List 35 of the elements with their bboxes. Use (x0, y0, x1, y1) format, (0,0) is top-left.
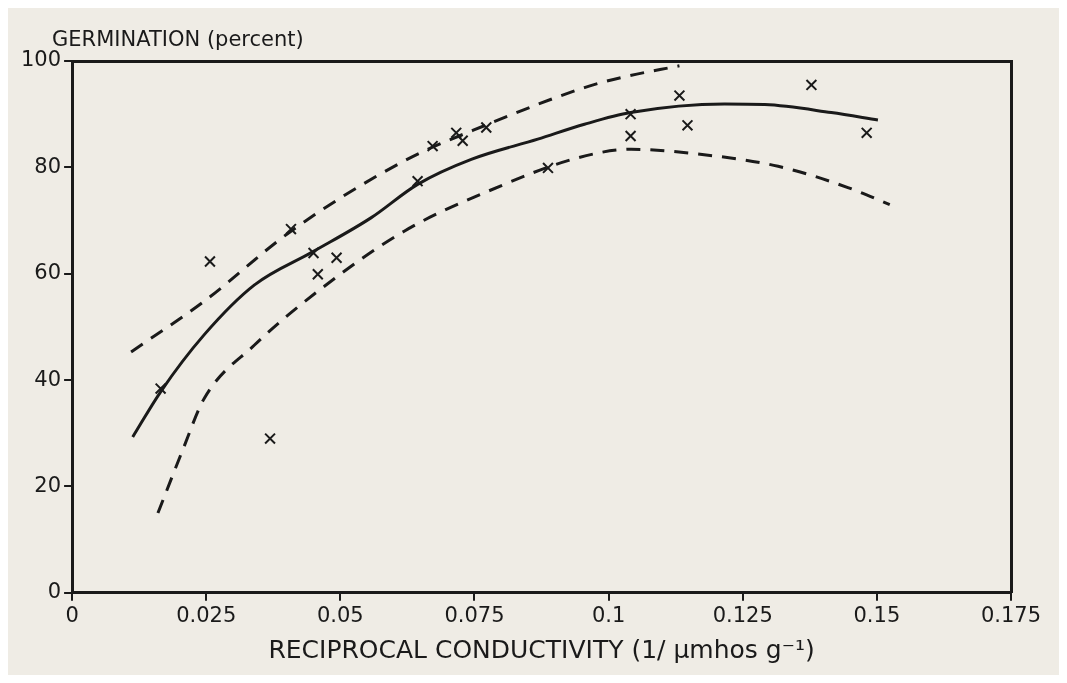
point (285, 223, 297, 235)
point (264, 432, 277, 445)
point (204, 255, 216, 268)
point (330, 251, 343, 264)
point (154, 382, 167, 395)
point (456, 134, 469, 147)
x-tick-label: 0.075 (444, 602, 505, 627)
point (307, 247, 320, 259)
y-tick-label: 40 (34, 366, 62, 391)
point (624, 130, 637, 142)
point (860, 126, 873, 139)
x-tick-label: 0.125 (712, 602, 773, 627)
point (450, 126, 463, 139)
point (681, 119, 694, 132)
line-series (131, 102, 880, 439)
x-tick-label: 0.1 (591, 602, 626, 627)
x-tick-label: 0.15 (853, 602, 901, 627)
point (480, 121, 493, 134)
x-tick-label: 0.175 (980, 602, 1042, 627)
point (311, 268, 324, 281)
x-tick-label: 0 (65, 602, 79, 627)
line-series (156, 147, 892, 515)
x-axis-title: RECIPROCAL CONDUCTIVITY (1/ μmhos g⁻¹) (268, 634, 815, 664)
y-tick-label: 80 (34, 153, 62, 178)
point (426, 140, 439, 153)
y-tick-label: 0 (47, 579, 62, 604)
point (805, 78, 818, 91)
point (542, 161, 554, 174)
x-tick-label: 0.025 (176, 602, 237, 627)
y-tick-label: 60 (34, 260, 62, 285)
point (624, 108, 637, 121)
point (673, 89, 686, 102)
point (411, 175, 424, 188)
x-tick-label: 0.05 (316, 602, 364, 627)
y-tick-label: 20 (34, 472, 62, 497)
